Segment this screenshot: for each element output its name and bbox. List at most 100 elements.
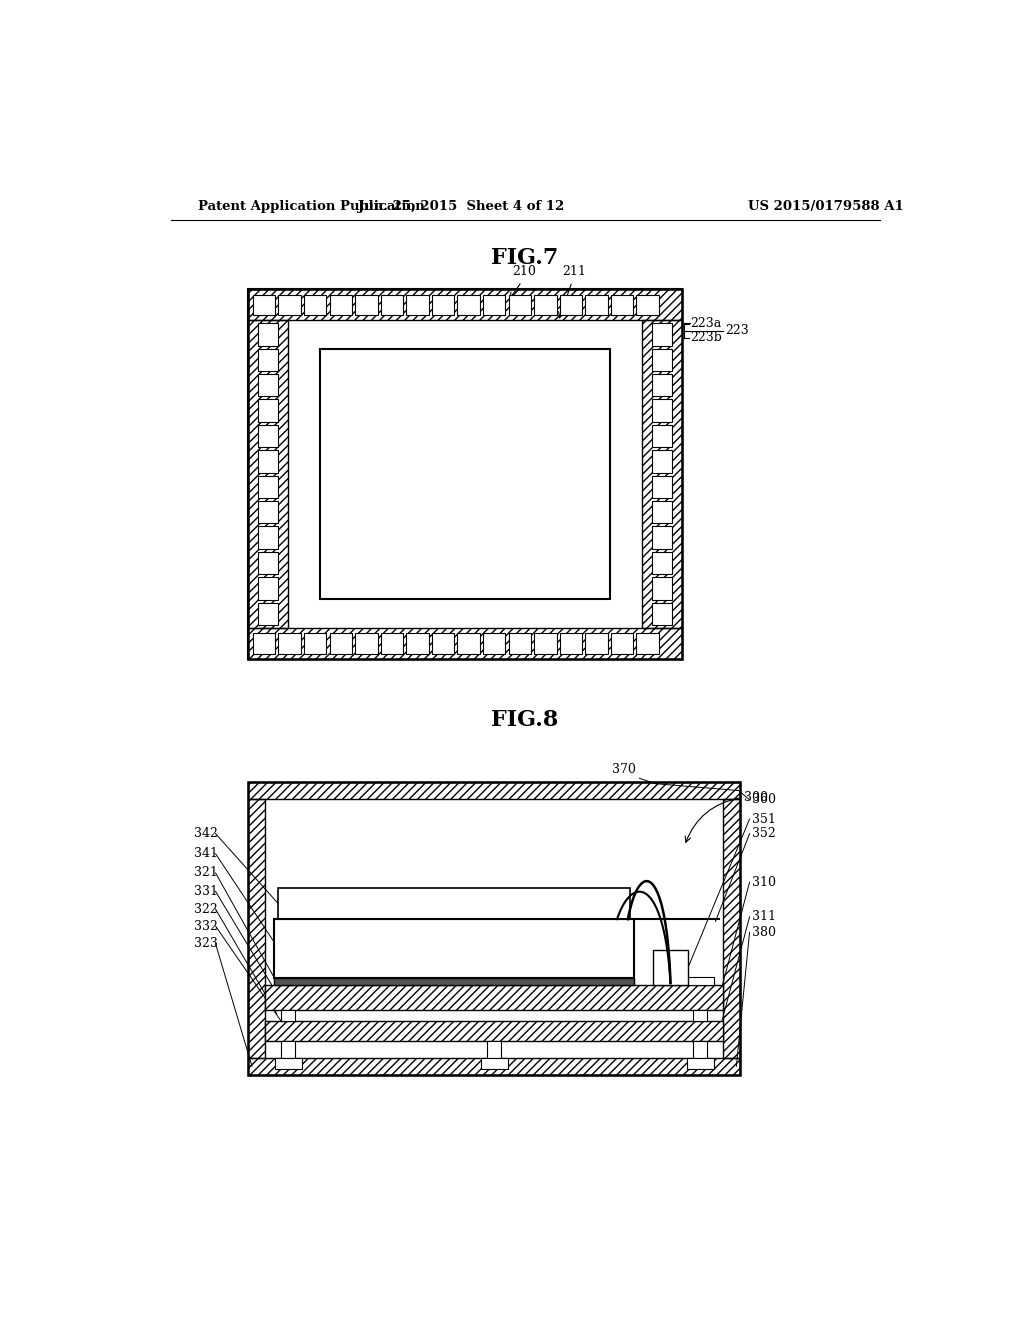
Bar	[248, 628, 682, 659]
Text: 342: 342	[194, 828, 218, 841]
Bar	[458, 294, 480, 314]
Bar	[611, 294, 633, 314]
Text: FIG.7: FIG.7	[492, 248, 558, 269]
Bar	[458, 634, 480, 653]
Text: 223b: 223b	[690, 331, 723, 345]
Bar	[258, 577, 279, 599]
Bar	[330, 634, 352, 653]
Bar	[304, 634, 327, 653]
Bar	[253, 294, 275, 314]
Bar	[483, 294, 506, 314]
Bar	[258, 374, 279, 396]
Bar	[611, 634, 633, 653]
Bar	[274, 978, 634, 985]
Text: 341: 341	[194, 847, 218, 861]
Bar	[258, 475, 279, 498]
Bar	[265, 985, 723, 1010]
Bar	[248, 781, 740, 1074]
Bar	[652, 475, 672, 498]
Bar	[248, 289, 682, 321]
Text: Patent Application Publication: Patent Application Publication	[198, 201, 425, 214]
Bar	[275, 1057, 302, 1069]
Bar	[535, 634, 557, 653]
Bar	[248, 1057, 740, 1074]
Bar	[248, 781, 740, 799]
Bar	[652, 374, 672, 396]
Text: 310: 310	[752, 875, 776, 888]
Bar	[279, 294, 301, 314]
Bar	[274, 919, 634, 978]
Bar	[432, 634, 455, 653]
Bar	[636, 294, 658, 314]
Bar	[480, 1057, 508, 1069]
Text: 323: 323	[194, 937, 218, 950]
Bar	[652, 552, 672, 574]
Bar	[265, 985, 723, 1010]
Bar	[248, 321, 289, 628]
Bar	[652, 577, 672, 599]
Bar	[355, 634, 378, 653]
Text: 223a: 223a	[690, 317, 722, 330]
Text: Jun. 25, 2015  Sheet 4 of 12: Jun. 25, 2015 Sheet 4 of 12	[358, 201, 564, 214]
Bar	[248, 289, 682, 659]
Bar	[258, 323, 279, 346]
Text: 351: 351	[752, 813, 776, 825]
Bar	[248, 289, 682, 321]
Bar	[652, 425, 672, 447]
Bar	[265, 1020, 723, 1040]
Bar	[304, 294, 327, 314]
Text: 352: 352	[752, 828, 775, 841]
Bar	[586, 634, 607, 653]
Bar	[560, 294, 583, 314]
Bar	[642, 321, 682, 628]
Text: 311: 311	[752, 911, 776, 924]
Bar	[248, 799, 265, 1057]
Bar	[486, 1040, 501, 1057]
Bar	[248, 799, 265, 1057]
Text: US 2015/0179588 A1: US 2015/0179588 A1	[748, 201, 903, 214]
Bar	[652, 527, 672, 549]
Bar	[642, 321, 682, 628]
Bar	[258, 552, 279, 574]
Bar	[258, 450, 279, 473]
Text: 370: 370	[612, 763, 636, 776]
Text: 223: 223	[725, 325, 749, 338]
Bar	[652, 502, 672, 524]
Bar	[258, 348, 279, 371]
Bar	[407, 294, 429, 314]
Bar	[483, 634, 506, 653]
Bar	[652, 450, 672, 473]
Text: 360: 360	[752, 793, 776, 807]
Bar	[509, 634, 531, 653]
Bar	[248, 321, 289, 628]
Bar	[248, 781, 740, 1074]
Text: 321: 321	[194, 866, 218, 879]
Bar	[652, 603, 672, 626]
Bar	[381, 634, 403, 653]
Bar	[407, 634, 429, 653]
Bar	[723, 799, 740, 1057]
Text: 322: 322	[194, 903, 218, 916]
Bar	[248, 781, 740, 799]
Text: 380: 380	[752, 925, 776, 939]
Bar	[432, 294, 455, 314]
Bar	[652, 400, 672, 422]
Bar	[258, 603, 279, 626]
Bar	[653, 950, 688, 985]
Bar	[279, 634, 301, 653]
Bar	[282, 1010, 295, 1020]
Bar	[282, 1040, 295, 1057]
Bar	[560, 634, 583, 653]
Bar	[723, 799, 740, 1057]
Text: 300: 300	[744, 791, 768, 804]
Bar	[693, 1010, 707, 1020]
Bar	[248, 289, 682, 659]
Bar	[248, 628, 682, 659]
Bar	[258, 400, 279, 422]
Bar	[279, 888, 630, 919]
Text: 210: 210	[512, 265, 536, 277]
Text: 332: 332	[194, 920, 218, 933]
Text: 331: 331	[194, 884, 218, 898]
Bar	[265, 1020, 723, 1040]
Bar	[535, 294, 557, 314]
